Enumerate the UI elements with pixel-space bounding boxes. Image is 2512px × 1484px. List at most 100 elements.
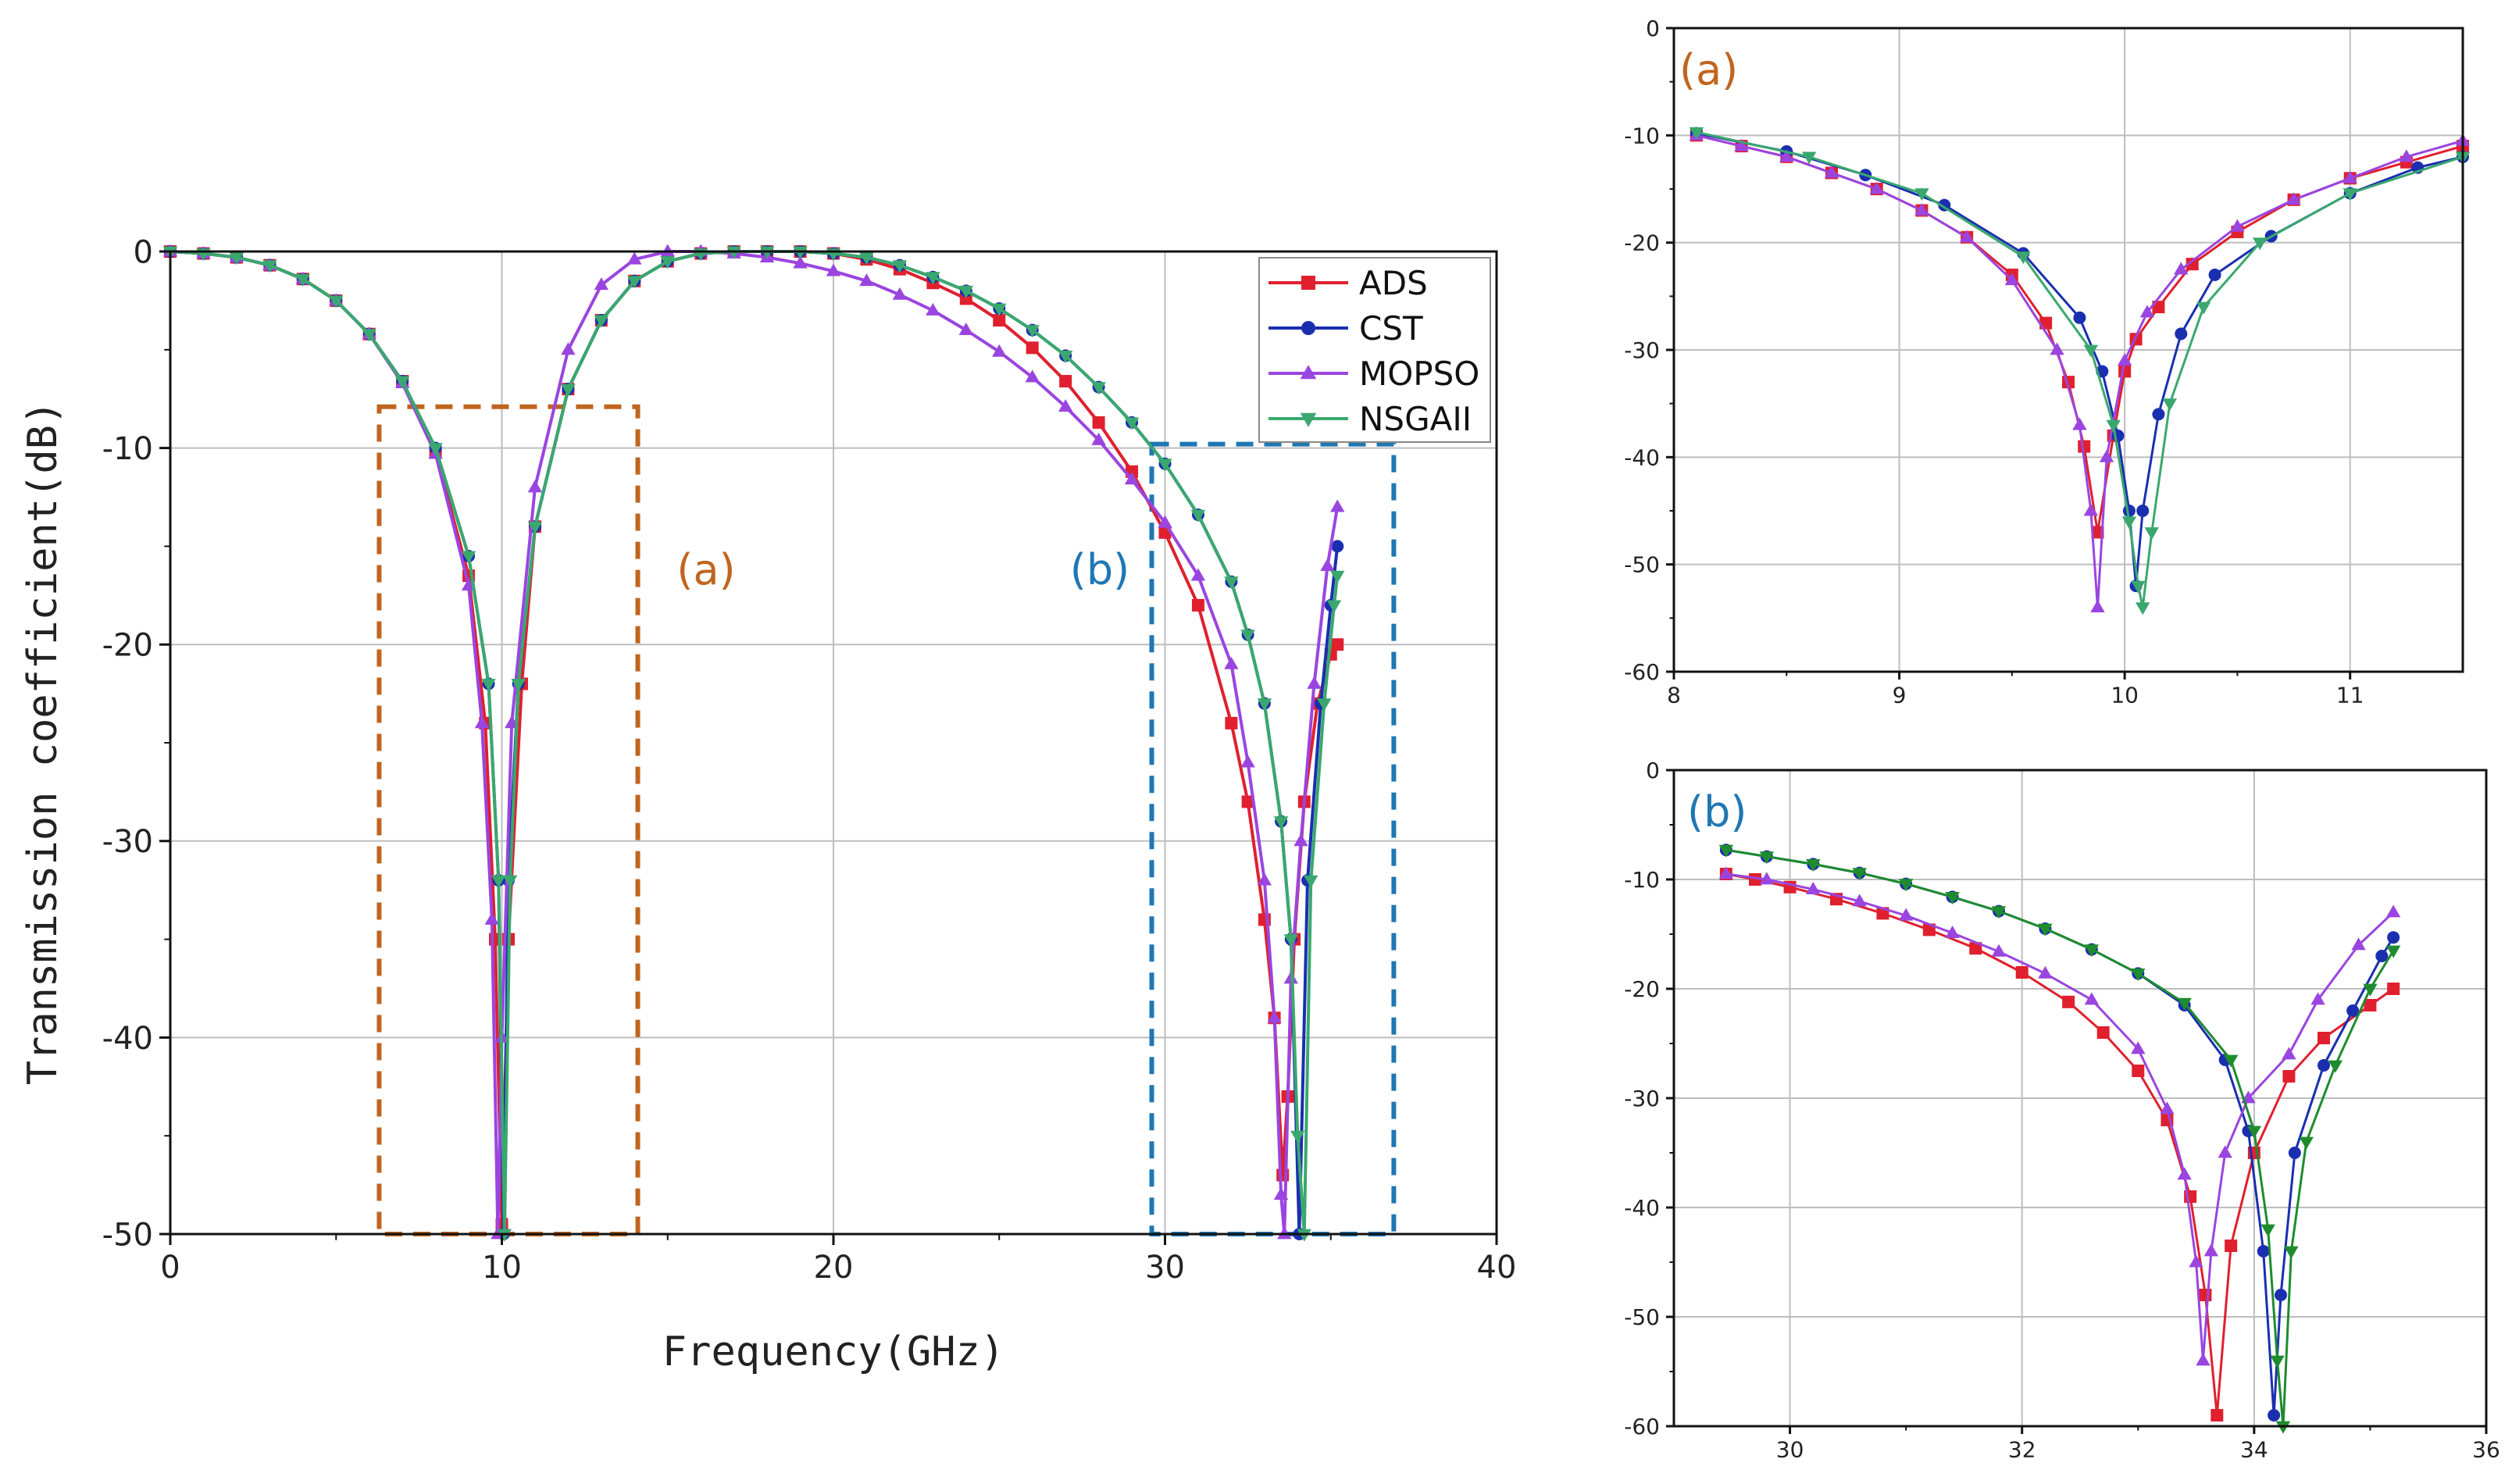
legend-label-mopso: MOPSO — [1359, 355, 1479, 393]
legend-label-cst: CST — [1359, 309, 1423, 348]
inset-b-marker-nsgaii — [2328, 1060, 2343, 1073]
main-marker-mopso — [561, 342, 576, 355]
main-marker-ads — [993, 314, 1006, 327]
main-marker-mopso — [1307, 676, 1322, 689]
inset-a-x-tick-label: 8 — [1667, 682, 1681, 708]
main-marker-nsgaii — [1297, 1229, 1311, 1242]
inset-b-x-tick-label: 34 — [2240, 1436, 2268, 1462]
main-x-tick-label: 10 — [482, 1250, 522, 1286]
main-marker-nsgaii — [1124, 417, 1140, 430]
inset-a-marker-nsgaii — [1689, 127, 1704, 140]
inset-a-marker-ads — [2091, 526, 2104, 539]
inset-b-marker-nsgaii — [1806, 859, 1821, 872]
inset-b-marker-nsgaii — [2385, 945, 2401, 958]
inset-a-marker-mopso — [2343, 170, 2357, 184]
inset-a-axis-ticks: 8 9 10 11 0 -10 -20 -30 -40 -50 -60 — [1624, 16, 2364, 708]
inset-b-marker-cst — [2268, 1409, 2281, 1422]
inset-a-marker-mopso — [2072, 417, 2087, 430]
inset-a-marker-mopso — [2083, 503, 2099, 516]
inset-b-marker-nsgaii — [2270, 1355, 2285, 1368]
inset-b-marker-ads — [2282, 1070, 2296, 1083]
inset-b-series-group — [1718, 844, 2401, 1434]
main-marker-nsgaii — [461, 551, 476, 564]
main-marker-nsgaii — [491, 875, 506, 888]
inset-a-marker-nsgaii — [2083, 344, 2099, 358]
inset-b-marker-ads — [2132, 1065, 2145, 1077]
inset-a-series-mopso — [1689, 127, 2471, 612]
legend: ADS CST MOPSO NSGAII — [1258, 257, 1491, 443]
main-marker-nsgaii — [295, 273, 310, 287]
inset-b-marker-nsgaii — [1945, 892, 1960, 904]
main-axis-ticks: 0 10 20 30 40 0 -10 -20 -30 -40 -50 — [102, 234, 1517, 1286]
main-marker-mopso — [793, 255, 808, 269]
inset-b-marker-mopso — [2084, 992, 2100, 1005]
inset-a-y-tick-label: -50 — [1624, 552, 1660, 578]
inset-a-marker-mopso — [2174, 262, 2189, 275]
inset-b-y-tick-label: -30 — [1624, 1086, 1660, 1111]
inset-b-marker-cst — [2275, 1289, 2288, 1301]
inset-a-marker-cst — [2152, 408, 2165, 421]
main-marker-nsgaii — [1158, 458, 1172, 472]
inset-a-y-tick-label: 0 — [1646, 16, 1660, 41]
main-marker-nsgaii — [502, 875, 518, 888]
inset-b-marker-ads — [2210, 1409, 2224, 1422]
inset-a-marker-mopso — [1959, 230, 1975, 243]
inset-a-marker-cst — [2208, 268, 2221, 281]
main-marker-nsgaii — [497, 1229, 512, 1242]
inset-a-marker-nsgaii — [2016, 251, 2031, 265]
inset-b-y-tick-label: -40 — [1624, 1195, 1660, 1221]
inset-a-marker-nsgaii — [2343, 188, 2357, 202]
main-marker-nsgaii — [1304, 875, 1318, 888]
inset-a-y-tick-label: -40 — [1624, 444, 1660, 470]
main-marker-mopso — [992, 344, 1007, 357]
main-marker-nsgaii — [329, 295, 344, 309]
inset-b-marker-nsgaii — [2299, 1136, 2314, 1150]
inset-b-marker-nsgaii — [2246, 1125, 2262, 1139]
main-marker-mopso — [660, 244, 675, 257]
inset-b-marker-nsgaii — [2275, 1421, 2291, 1434]
main-marker-mopso — [1124, 472, 1140, 485]
inset-a-marker-cst — [2136, 505, 2150, 517]
main-marker-nsgaii — [1326, 600, 1342, 613]
inset-b-marker-nsgaii — [2131, 969, 2146, 981]
inset-b-y-tick-label: -60 — [1624, 1414, 1660, 1439]
inset-b-marker-cst — [2375, 950, 2389, 962]
legend-label-ads: ADS — [1359, 264, 1428, 302]
inset-a-marker-cst — [2175, 327, 2188, 341]
inset-b-marker-ads — [2364, 999, 2377, 1011]
main-marker-nsgaii — [561, 383, 576, 397]
main-marker-nsgaii — [594, 315, 609, 328]
main-marker-nsgaii — [1273, 816, 1289, 829]
inset-b-gridlines — [1674, 770, 2486, 1426]
inset-b-marker-nsgaii — [2260, 1224, 2275, 1237]
inset-b-marker-cst — [2318, 1059, 2330, 1072]
main-marker-mopso — [958, 323, 973, 336]
main-marker-mopso — [484, 911, 499, 925]
inset-a-plot: 8 9 10 11 0 -10 -20 -30 -40 -50 -60 (a) — [1624, 16, 2471, 708]
main-marker-mopso — [926, 302, 940, 316]
main-marker-nsgaii — [1025, 325, 1040, 338]
inset-a-marker-mopso — [1824, 165, 1839, 178]
inset-a-y-tick-label: -20 — [1624, 230, 1660, 256]
legend-box — [1258, 257, 1491, 443]
main-marker-nsgaii — [660, 256, 675, 269]
main-marker-nsgaii — [759, 246, 775, 259]
main-marker-mopso — [859, 273, 874, 287]
legend-marker-nsgaii — [1300, 412, 1317, 427]
inset-b-marker-mopso — [2351, 937, 2366, 951]
inset-b-marker-mopso — [2385, 904, 2401, 918]
inset-a-marker-mopso — [2139, 305, 2155, 318]
inset-b-marker-nsgaii — [1718, 844, 1734, 858]
main-marker-mopso — [1330, 499, 1345, 512]
inset-a-marker-mopso — [1914, 202, 1929, 216]
inset-b-marker-mopso — [2282, 1047, 2296, 1060]
inset-b-marker-ads — [2062, 995, 2075, 1008]
inset-b-marker-nsgaii — [2363, 983, 2378, 997]
main-marker-mopso — [1320, 558, 1335, 571]
main-marker-cst — [1331, 540, 1344, 553]
main-marker-mopso — [1240, 754, 1255, 768]
inset-b-series-mopso — [1718, 866, 2401, 1366]
inset-b-marker-ads — [2015, 966, 2029, 979]
inset-b-y-tick-label: -50 — [1624, 1304, 1660, 1330]
